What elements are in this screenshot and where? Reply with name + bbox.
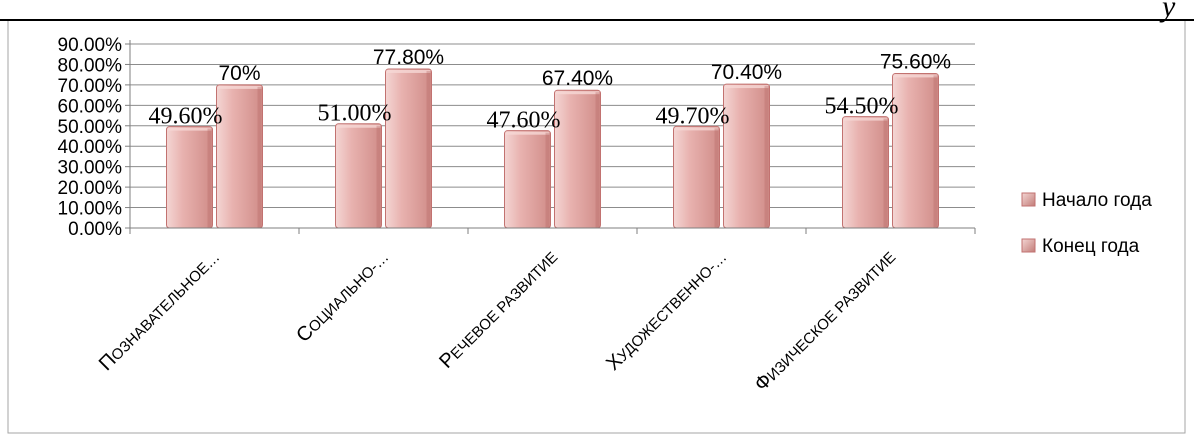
- y-tick-label: 70.00%: [58, 76, 123, 97]
- data-label-end: 70%: [218, 62, 260, 85]
- bar-top-highlight: [555, 91, 600, 95]
- y-tick-label: 0.00%: [68, 219, 122, 240]
- data-label-end: 75.60%: [880, 50, 951, 73]
- bar-side-shade: [257, 86, 262, 228]
- y-tick-label: 30.00%: [58, 158, 123, 179]
- y-tick-label: 40.00%: [58, 137, 123, 158]
- bar-top-highlight: [843, 117, 888, 121]
- data-label-start: 49.70%: [656, 103, 730, 129]
- y-tick-label: 80.00%: [58, 55, 123, 76]
- y-tick-label: 90.00%: [58, 35, 123, 56]
- bar-top-highlight: [674, 127, 719, 131]
- y-tick-label: 10.00%: [58, 199, 123, 220]
- bar-0-1: [335, 123, 382, 229]
- bar-top-highlight: [217, 85, 262, 89]
- bar-top-highlight: [386, 69, 431, 73]
- bar-top-highlight: [724, 85, 769, 89]
- data-label-end: 67.40%: [542, 67, 613, 90]
- bar-0-3: [673, 125, 720, 229]
- bar-top-highlight: [167, 127, 212, 131]
- data-label-end: 70.40%: [711, 61, 782, 84]
- y-axis-ticks: 0.00%10.00%20.00%30.00%40.00%50.00%60.00…: [58, 35, 123, 240]
- corner-glyph: у: [1159, 0, 1176, 23]
- bar-0-0: [166, 126, 213, 229]
- legend: Начало года Конец года: [1021, 190, 1152, 257]
- bar-side-shade: [207, 128, 212, 228]
- bar-side-shade: [545, 132, 550, 228]
- bar-side-shade: [376, 125, 381, 228]
- bar-side-shade: [764, 86, 769, 229]
- y-tick-label: 20.00%: [58, 178, 123, 199]
- legend-label: Начало года: [1042, 190, 1152, 211]
- legend-swatch: [1021, 192, 1036, 207]
- bar-top-highlight: [505, 131, 550, 135]
- bar-0-4: [842, 116, 889, 229]
- data-label-start: 49.60%: [149, 104, 223, 130]
- bar-0-2: [504, 130, 551, 229]
- data-label-start: 51.00%: [318, 101, 392, 127]
- bar-1-2: [554, 89, 601, 229]
- legend-swatch: [1021, 238, 1036, 253]
- bar-side-shade: [933, 75, 938, 228]
- bar-side-shade: [714, 128, 719, 228]
- bar-1-4: [892, 72, 939, 229]
- legend-label: Конец года: [1042, 236, 1140, 257]
- bar-side-shade: [426, 70, 431, 228]
- bar-1-3: [723, 83, 770, 229]
- axes: [129, 40, 976, 234]
- data-labels: 49.60% 70% 51.00% 77.80% 47.60% 67.40% 49.70% 7…: [149, 46, 952, 134]
- bar-side-shade: [595, 92, 600, 229]
- bar-1-1: [385, 68, 432, 229]
- bars: [166, 68, 939, 229]
- y-tick-label: 60.00%: [58, 96, 123, 117]
- data-label-end: 77.80%: [373, 46, 444, 69]
- bar-side-shade: [883, 118, 888, 228]
- bar-top-highlight: [893, 74, 938, 78]
- bar-top-highlight: [336, 124, 381, 128]
- bar-1-0: [216, 84, 263, 229]
- y-tick-label: 50.00%: [58, 117, 123, 138]
- data-label-start: 54.50%: [825, 94, 899, 120]
- data-label-start: 47.60%: [487, 108, 561, 134]
